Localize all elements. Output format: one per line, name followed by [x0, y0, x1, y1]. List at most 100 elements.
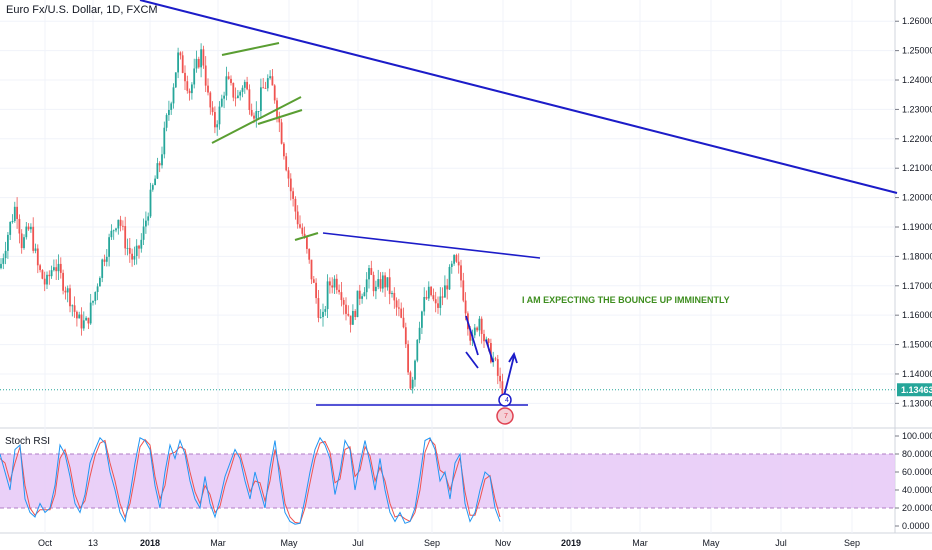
candle: [151, 183, 154, 192]
candle: [308, 248, 311, 264]
upper-resistance-line[interactable]: [322, 232, 541, 259]
candle: [393, 287, 396, 309]
candle: [280, 118, 283, 145]
candle: [287, 167, 290, 187]
flag-line-1[interactable]: [465, 315, 479, 356]
candle: [128, 238, 131, 263]
candle: [96, 283, 99, 301]
candle: [388, 268, 391, 305]
candle: [460, 259, 462, 288]
candle: [202, 45, 205, 69]
candle: [358, 284, 361, 306]
candle: [455, 253, 458, 263]
candle: [266, 74, 269, 92]
candle: [352, 304, 354, 325]
price-tick-label: 1.13000: [902, 398, 932, 408]
time-tick-label: Sep: [844, 538, 860, 548]
candle: [340, 282, 343, 307]
flag-line-3[interactable]: [485, 339, 494, 363]
candle: [32, 217, 35, 254]
candle: [204, 56, 207, 93]
candle: [331, 277, 334, 294]
rsi-tick-label: 40.0000: [902, 485, 932, 495]
pattern-line-2[interactable]: [211, 96, 302, 144]
candle: [188, 88, 191, 101]
wave-marker-7-label: 7: [504, 413, 508, 420]
candle: [289, 173, 292, 201]
flag-line-2[interactable]: [465, 351, 479, 369]
candle: [237, 89, 239, 99]
time-tick-label: May: [702, 538, 720, 548]
candle: [439, 287, 442, 316]
candle: [260, 78, 262, 119]
time-tick-label: Nov: [495, 538, 512, 548]
bounce-arrow[interactable]: [503, 355, 515, 397]
candle: [177, 47, 179, 79]
candle: [220, 94, 223, 108]
candle: [43, 271, 46, 292]
candle: [108, 233, 110, 267]
pattern-line-4[interactable]: [294, 232, 319, 241]
rsi-tick-label: 60.0000: [902, 467, 932, 477]
candle: [122, 220, 124, 231]
candle: [172, 83, 175, 109]
rsi-tick-label: 20.0000: [902, 503, 932, 513]
candles: [0, 43, 504, 401]
candle: [377, 269, 380, 290]
rsi-tick-label: 100.0000: [902, 431, 932, 441]
candle: [379, 272, 382, 292]
candle: [386, 277, 389, 291]
candle: [110, 224, 113, 240]
candle: [409, 370, 412, 391]
candle: [41, 269, 44, 280]
candle: [2, 253, 5, 270]
long-downtrend-line[interactable]: [139, 0, 898, 194]
candle: [0, 258, 2, 270]
candle: [365, 272, 368, 300]
candle: [18, 214, 21, 244]
price-axis[interactable]: 1.26000 1.25000 1.24000 1.23000 1.22000 1.210…: [895, 16, 932, 408]
rsi-axis[interactable]: 100.0000 80.0000 60.0000 40.0000 20.0000 0.00…: [895, 431, 932, 531]
candle: [446, 278, 449, 300]
price-tick-label: 1.15000: [902, 340, 932, 350]
candle: [423, 287, 426, 316]
candle: [381, 271, 384, 293]
price-tick-label: 1.19000: [902, 222, 932, 232]
candle: [200, 43, 202, 78]
candle: [135, 239, 138, 265]
candle: [326, 274, 329, 319]
time-axis[interactable]: Oct 13 2018 Mar May Jul Sep Nov 2019 Mar May Jul Sep: [38, 538, 860, 548]
price-tick-label: 1.26000: [902, 16, 932, 26]
candle: [59, 257, 62, 279]
time-tick-label: Oct: [38, 538, 53, 548]
candle: [473, 323, 476, 339]
candle: [434, 291, 437, 313]
wave-marker-4-icon[interactable]: [498, 393, 512, 407]
candle: [262, 77, 265, 89]
candle: [418, 321, 421, 344]
time-tick-label: Mar: [210, 538, 226, 548]
candle: [395, 297, 398, 316]
candle: [375, 280, 377, 300]
candle: [13, 201, 16, 223]
price-tick-label: 1.23000: [902, 104, 932, 114]
candle: [444, 275, 446, 298]
candle: [140, 233, 143, 253]
candle: [50, 265, 53, 279]
candle: [464, 292, 467, 321]
wave-marker-7-icon[interactable]: [496, 407, 514, 425]
candle: [496, 354, 499, 385]
candle: [16, 197, 18, 229]
candle: [20, 229, 23, 254]
candle: [476, 326, 478, 333]
candle: [34, 243, 37, 254]
pattern-line-3[interactable]: [257, 109, 303, 125]
candle: [115, 227, 117, 233]
candle: [101, 258, 104, 283]
candle: [269, 70, 271, 80]
candle: [82, 311, 85, 331]
candle: [335, 274, 338, 294]
price-panel: 4 7 I AM EXPECTING THE BOUNCE UP IMMINEN…: [0, 0, 898, 425]
pattern-line-1[interactable]: [221, 42, 280, 56]
candle: [92, 300, 94, 306]
